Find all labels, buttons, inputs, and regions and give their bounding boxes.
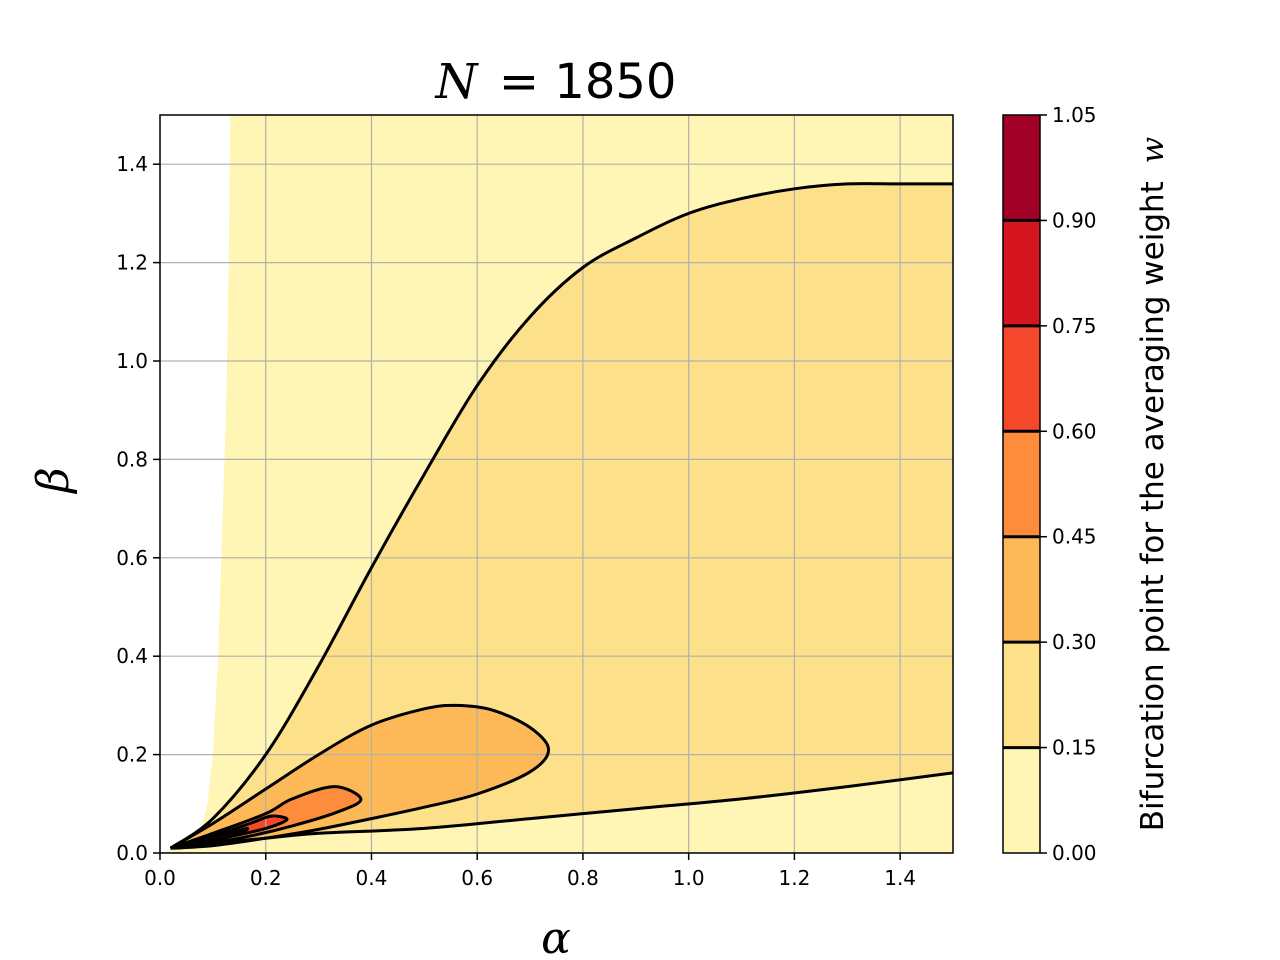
chart-title: N = 1850	[435, 54, 677, 110]
colorbar-tick-label: 0.15	[1052, 736, 1097, 760]
x-tick-label: 0.4	[356, 866, 388, 890]
y-tick-label: 0.0	[116, 841, 148, 865]
contour-lines	[169, 182, 953, 850]
colorbar-tick-label: 0.45	[1052, 525, 1097, 549]
y-tick-label: 0.8	[116, 447, 148, 471]
x-tick-label: 0.8	[567, 866, 599, 890]
x-tick-label: 0.6	[461, 866, 493, 890]
y-tick-label: 1.4	[116, 152, 148, 176]
y-tick-label: 1.0	[116, 349, 148, 373]
y-tick-label: 0.4	[116, 644, 148, 668]
contour-line-level-0.75	[170, 826, 250, 850]
contour-line-level-0.30	[169, 703, 551, 850]
plot-area	[160, 115, 953, 853]
colorbar-frame	[1002, 114, 1041, 854]
contour-fills	[160, 115, 953, 853]
x-tick-label: 1.2	[778, 866, 810, 890]
colorbar-segment	[1003, 220, 1040, 326]
colorbar-segment	[1003, 431, 1040, 537]
contour-line-level-0.45	[170, 785, 363, 850]
colorbar-label: Bifurcation point for the averaging weig…	[1135, 137, 1171, 831]
colorbar-tick-label: 1.05	[1052, 103, 1097, 127]
x-axis-label: α	[541, 913, 571, 960]
y-axis-ticks: 0.0 0.2 0.4 0.6 0.8 1.0 1.2 1.4	[116, 152, 160, 865]
y-axis-label: β	[28, 467, 79, 494]
grid-lines	[160, 115, 953, 853]
colorbar-tick-label: 0.00	[1052, 841, 1097, 865]
colorbar-segment	[1003, 642, 1040, 748]
x-tick-label: 0.2	[250, 866, 282, 890]
fill-region-level-1	[170, 183, 953, 849]
x-tick-label: 0.0	[144, 866, 176, 890]
plot-frame	[159, 114, 954, 854]
colorbar-tick-label: 0.30	[1052, 630, 1097, 654]
title-value: = 1850	[499, 54, 677, 110]
colorbar-segment	[1003, 325, 1040, 432]
y-tick-label: 0.6	[116, 546, 148, 570]
colorbar-label-var: w	[1135, 137, 1171, 164]
colorbar-ticks: 0.00 0.15 0.30 0.45 0.60 0.75 0.90 1.05	[1003, 103, 1097, 865]
colorbar-tick-label: 0.60	[1052, 419, 1097, 443]
x-axis-ticks: 0.0 0.2 0.4 0.6 0.8 1.0 1.2 1.4	[144, 853, 916, 890]
colorbar-segment	[1003, 115, 1040, 221]
colorbar-segment	[1003, 747, 1040, 853]
y-tick-label: 0.2	[116, 743, 148, 767]
title-variable: N	[435, 54, 480, 110]
x-tick-label: 1.0	[673, 866, 705, 890]
colorbar-tick-label: 0.90	[1052, 208, 1097, 232]
colorbar-tick-label: 0.75	[1052, 314, 1097, 338]
colorbar-label-text: Bifurcation point for the averaging weig…	[1135, 181, 1171, 831]
x-tick-label: 1.4	[884, 866, 916, 890]
colorbar-segment	[1003, 536, 1040, 643]
contour-line-level-0.15-upper	[169, 182, 953, 850]
y-tick-label: 1.2	[116, 251, 148, 275]
colorbar	[1003, 115, 1040, 853]
